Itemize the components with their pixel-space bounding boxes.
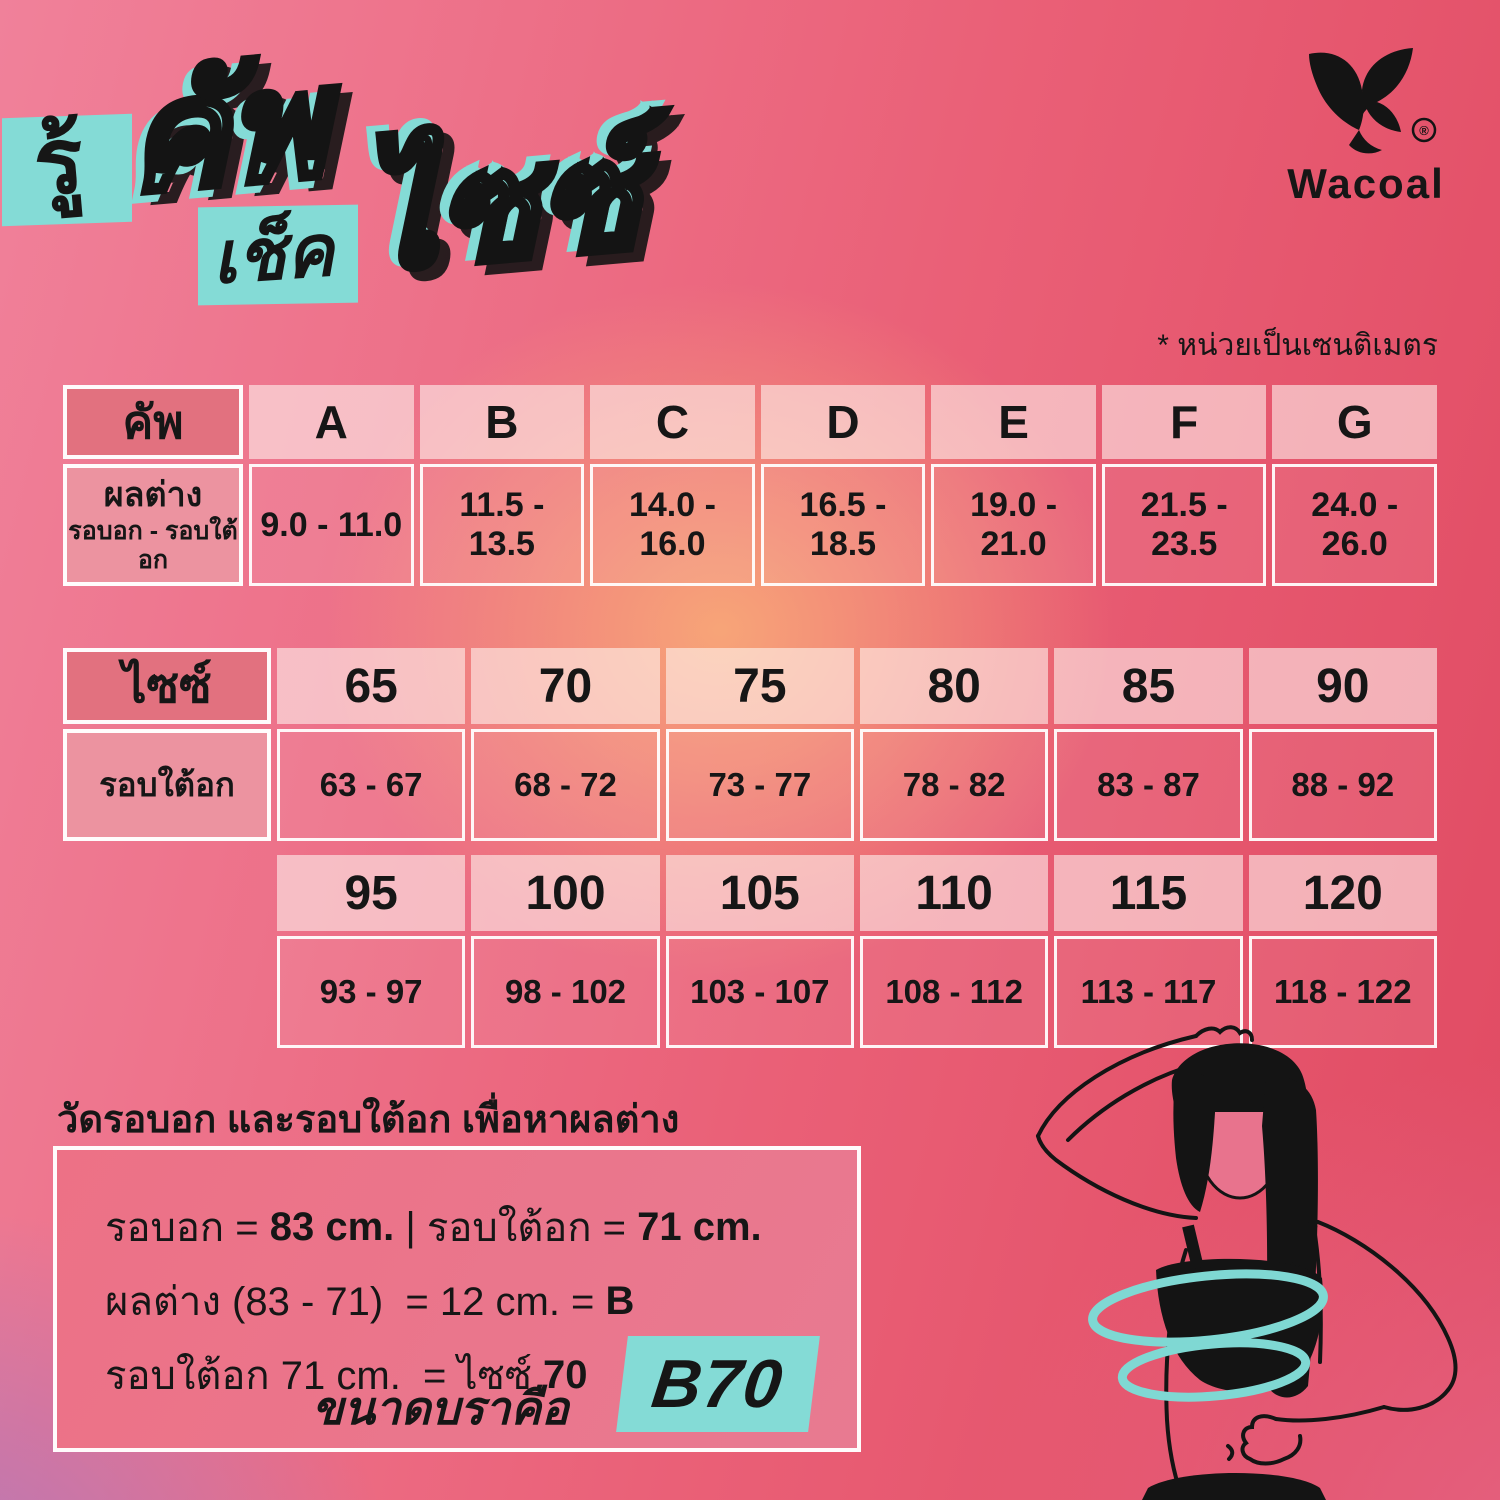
cup-letter-cell: D (760, 385, 926, 459)
cup-letter-cell: C (590, 385, 755, 459)
underbust-range-cell: 83 - 87 (1054, 729, 1243, 841)
cup-range-cell: 24.0 - 26.0 (1272, 464, 1438, 586)
underbust-range-cell: 108 - 112 (859, 936, 1049, 1048)
example-line-2: ผลต่าง (83 - 71) = 12 cm. = B (105, 1278, 635, 1325)
cup-letter-cell: A (249, 385, 414, 459)
size-cell: 90 (1248, 648, 1437, 724)
cup-range-cell: 14.0 - 16.0 (590, 464, 755, 586)
underbust-range-cell: 113 - 117 (1054, 936, 1243, 1048)
example-line-1: รอบอก = 83 cm. | รอบใต้อก = 71 cm. (105, 1204, 762, 1251)
cup-table-row-label: ผลต่าง รอบอก - รอบใต้อก (63, 464, 243, 586)
title-word-size-main: ไซซ์ (355, 106, 646, 305)
underbust-range-cell: 63 - 67 (277, 729, 466, 841)
underbust-row-label: รอบใต้อก (63, 729, 271, 841)
title-word-size: ไซซ์ ไซซ์ ไซซ์ (346, 101, 685, 356)
size-table-header: ไซซ์ (63, 648, 271, 724)
cup-letter-cell: E (931, 385, 1096, 459)
cup-range-cell: 16.5 - 18.5 (760, 464, 926, 586)
size-cell: 120 (1248, 855, 1437, 931)
unit-note: * หน่วยเป็นเซนติเมตร (1157, 329, 1438, 362)
size-cell: 105 (665, 855, 854, 931)
size-cell: 65 (277, 648, 466, 724)
cup-letter-cell: F (1101, 385, 1267, 459)
difference-label: ผลต่าง (103, 475, 203, 514)
underbust-range-cell: 103 - 107 (665, 936, 854, 1048)
size-cell: 100 (471, 855, 660, 931)
cup-letter-cell: G (1272, 385, 1438, 459)
size-table-65-90: ไซซ์ 65 70 75 80 85 90 รอบใต้อก 63 - 67 … (63, 648, 1437, 841)
underbust-range-cell: 73 - 77 (665, 729, 854, 841)
wacoal-logo: ® Wacoal (1278, 46, 1454, 208)
bra-size-label: ขนาดบราคือ (312, 1382, 569, 1434)
bra-size-badge: B70 (616, 1336, 820, 1432)
size-cell: 110 (859, 855, 1049, 931)
title-word-cup-main: คัพ (121, 34, 332, 226)
registered-mark: ® (1419, 123, 1429, 138)
underbust-range-cell: 78 - 82 (859, 729, 1049, 841)
title-word-know: รู้ (29, 109, 88, 215)
cup-table: คัพ A B C D E F G ผลต่าง รอบอก - รอบใต้อ… (63, 385, 1438, 586)
cup-letter-cell: B (419, 385, 585, 459)
brand-name: Wacoal (1287, 160, 1445, 207)
size-cell: 80 (859, 648, 1049, 724)
cup-range-cell: 21.5 - 23.5 (1101, 464, 1267, 586)
size-cell: 70 (471, 648, 660, 724)
underbust-range-cell: 118 - 122 (1248, 936, 1437, 1048)
size-cell: 85 (1054, 648, 1243, 724)
size-cell: 115 (1054, 855, 1243, 931)
cup-table-header: คัพ (63, 385, 243, 459)
title-word-check: เช็ค (209, 210, 337, 300)
size-cell: 95 (277, 855, 466, 931)
cup-range-cell: 11.5 - 13.5 (419, 464, 585, 586)
example-box: รอบอก = 83 cm. | รอบใต้อก = 71 cm. ผลต่า… (53, 1146, 861, 1452)
cup-range-cell: 19.0 - 21.0 (931, 464, 1096, 586)
wacoal-wings-icon: ® (1309, 48, 1437, 154)
example-line-3: รอบใต้อก 71 cm. = ไซซ์ 70 (105, 1352, 588, 1399)
underbust-range-cell: 88 - 92 (1248, 729, 1437, 841)
cup-range-cell: 9.0 - 11.0 (249, 464, 414, 586)
size-table-95-120: 95 100 105 110 115 120 93 - 97 98 - 102 … (277, 855, 1437, 1048)
measure-heading: วัดรอบอก และรอบใต้อก เพื่อหาผลต่าง (57, 1099, 680, 1141)
difference-sublabel: รอบอก - รอบใต้อก (68, 516, 238, 574)
underbust-range-cell: 68 - 72 (471, 729, 660, 841)
size-cell: 75 (665, 648, 854, 724)
underbust-range-cell: 98 - 102 (471, 936, 660, 1048)
underbust-range-cell: 93 - 97 (277, 936, 466, 1048)
